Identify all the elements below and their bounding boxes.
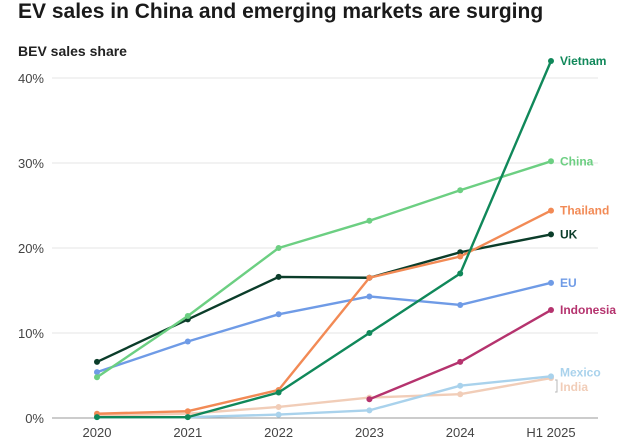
- series-line-china: [95, 160, 553, 379]
- series-label-vietnam: Vietnam: [560, 54, 606, 68]
- data-point-eu: [457, 301, 464, 308]
- x-tick-label: 2023: [355, 425, 384, 440]
- series-china: [94, 158, 554, 381]
- x-tick-label: 2020: [83, 425, 112, 440]
- series-label-india: India: [560, 380, 588, 394]
- series-lines: [94, 58, 554, 421]
- series-vietnam: [94, 58, 554, 421]
- series-indonesia: [366, 307, 554, 403]
- series-line-uk: [95, 233, 553, 364]
- y-axis: 0% 10% 20% 30% 40%: [18, 71, 44, 426]
- data-point-china: [275, 245, 282, 251]
- x-tick-label: 2024: [446, 425, 475, 440]
- data-point-thailand: [184, 408, 191, 415]
- chart-subtitle: BEV sales share: [18, 43, 127, 59]
- data-point-india: [457, 391, 464, 398]
- data-point-eu: [184, 338, 191, 345]
- series-line-vietnam: [95, 59, 553, 419]
- x-tick-label: 2022: [264, 425, 293, 440]
- data-point-vietnam: [275, 389, 282, 396]
- data-point-mexico: [366, 407, 373, 414]
- series-line-india: [95, 376, 553, 417]
- series-label-china: China: [560, 154, 594, 168]
- y-tick-label: 0%: [25, 411, 44, 426]
- data-point-china: [548, 158, 554, 165]
- series-line-thailand: [95, 209, 553, 415]
- x-tick-label: 2021: [173, 425, 202, 440]
- series-label-uk: UK: [560, 227, 578, 241]
- data-point-eu: [275, 311, 282, 318]
- data-point-eu: [548, 279, 554, 286]
- data-point-china: [94, 374, 100, 381]
- data-point-vietnam: [184, 414, 191, 421]
- y-tick-label: 20%: [18, 241, 44, 256]
- data-point-thailand: [457, 253, 464, 260]
- data-point-vietnam: [548, 58, 554, 64]
- data-point-indonesia: [457, 358, 464, 365]
- series-eu: [94, 279, 554, 376]
- x-tick-label: H1 2025: [526, 425, 575, 440]
- series-label-eu: EU: [560, 276, 577, 290]
- data-point-india: [275, 403, 282, 410]
- series-line-eu: [95, 281, 553, 374]
- data-point-vietnam: [457, 270, 464, 277]
- data-point-indonesia: [548, 307, 554, 314]
- data-point-china: [184, 313, 191, 319]
- data-point-vietnam: [94, 414, 100, 421]
- series-thailand: [94, 207, 554, 417]
- data-point-uk: [457, 249, 464, 256]
- data-point-thailand: [366, 274, 373, 281]
- chart-title: EV sales in China and emerging markets a…: [18, 0, 544, 23]
- label-bracket: [555, 379, 558, 393]
- y-tick-label: 30%: [18, 156, 44, 171]
- series-label-thailand: Thailand: [560, 204, 609, 218]
- y-tick-label: 40%: [18, 71, 44, 86]
- data-point-china: [366, 217, 373, 224]
- data-point-eu: [94, 369, 100, 376]
- x-axis: 2020 2021 2022 2023 2024 H1 2025: [83, 425, 576, 440]
- series-label-indonesia: Indonesia: [560, 303, 616, 317]
- data-point-uk: [94, 358, 100, 365]
- gridlines: [52, 77, 598, 419]
- y-tick-label: 10%: [18, 326, 44, 341]
- data-point-eu: [366, 293, 373, 300]
- data-point-mexico: [457, 382, 464, 389]
- data-point-uk: [548, 231, 554, 238]
- data-point-vietnam: [366, 330, 373, 336]
- data-point-thailand: [548, 207, 554, 214]
- data-point-uk: [275, 273, 282, 280]
- data-point-mexico: [548, 373, 554, 380]
- data-point-mexico: [275, 411, 282, 418]
- data-point-indonesia: [366, 396, 373, 403]
- data-point-china: [457, 187, 464, 194]
- series-label-mexico: Mexico: [560, 365, 601, 379]
